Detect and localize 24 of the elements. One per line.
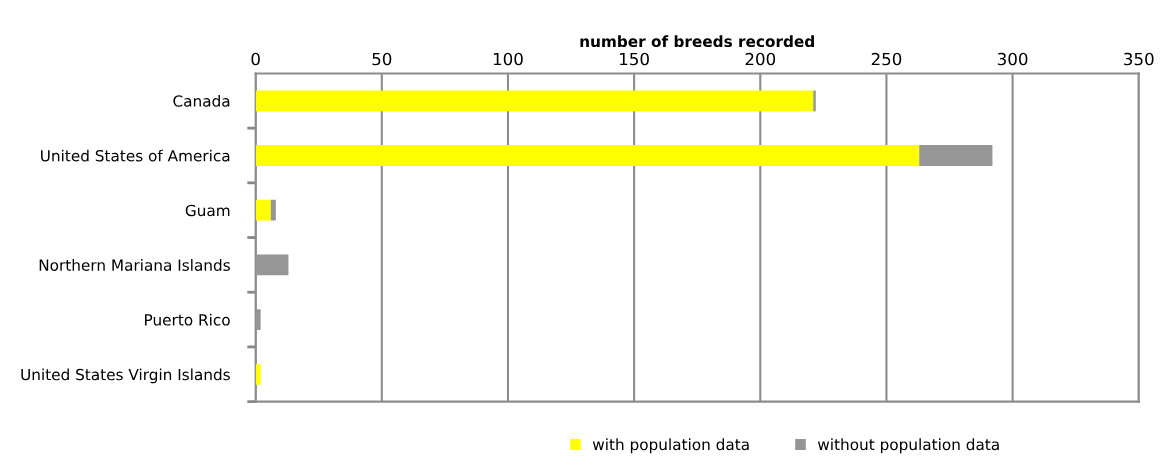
bar	[270, 199, 276, 221]
legend-label: with population data	[592, 438, 749, 454]
y-tick-label: United States Virgin Islands	[21, 368, 230, 384]
x-tick-label: 350	[1124, 52, 1154, 66]
x-tick-label: 200	[745, 52, 776, 66]
y-tick-label: Northern Mariana Islands	[39, 259, 230, 271]
x-tick-label: 250	[871, 52, 902, 66]
x-tick-label: 150	[620, 52, 649, 66]
bar	[255, 90, 814, 112]
bar	[919, 145, 993, 166]
x-tick-label: 100	[493, 52, 523, 66]
y-tick-label: Canada	[173, 94, 230, 107]
y-tick-label: Puerto Rico	[145, 313, 230, 326]
legend-label: without population data	[817, 438, 999, 454]
y-tick-label: United States of America	[41, 149, 230, 162]
bar	[255, 145, 920, 166]
x-axis-title: number of breeds recorded	[580, 35, 814, 48]
x-tick-label: 300	[997, 52, 1028, 66]
x-tick-label: 0	[251, 52, 260, 66]
x-tick-label: 50	[372, 52, 392, 66]
bar	[813, 90, 816, 112]
bar	[255, 363, 261, 385]
y-tick-label: Guam	[185, 204, 230, 217]
bar	[255, 199, 271, 221]
